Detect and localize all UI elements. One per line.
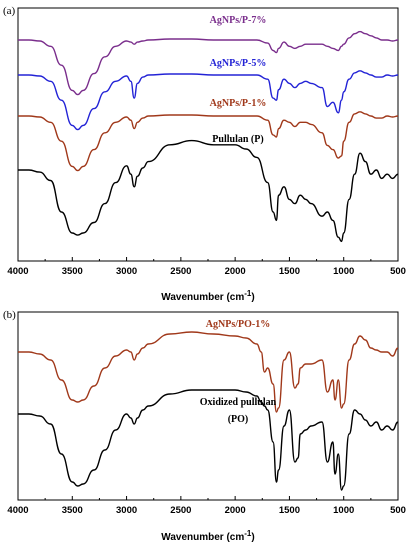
panel-a-label: (a): [3, 5, 16, 17]
panel-a-x-title-suffix: ): [251, 292, 254, 303]
panel-b-x-title-suffix: ): [251, 532, 254, 543]
x-tick-label: 1500: [279, 505, 300, 516]
panel-b-label: (b): [3, 309, 16, 321]
x-tick-label: 1000: [333, 505, 354, 516]
x-tick-label: 4000: [7, 266, 28, 277]
x-tick-label: 2000: [225, 266, 246, 277]
x-tick-label: 500: [390, 505, 406, 516]
panel-b-series-labels: AgNPs/PO-1% Oxidized pullulan (PO): [200, 319, 277, 425]
x-tick-label: 3500: [62, 266, 83, 277]
x-tick-label: 3500: [62, 505, 83, 516]
series-label-2: Oxidized pullulan: [200, 397, 277, 408]
panel-b: (b) 4000 3500 3000 2500 2000 1500 1000 500 AgNP…: [3, 309, 406, 543]
panel-a-x-title-main: Wavenumber (cm: [161, 292, 244, 303]
series-label-1: AgNPs/PO-1%: [206, 319, 270, 330]
spectrum-line-2: [17, 389, 399, 491]
panel-a-x-axis: 4000 3500 3000 2500 2000 1500 1000 500: [7, 257, 406, 277]
spectrum-line-1: [17, 331, 399, 413]
series-label-2-line2: (PO): [228, 414, 249, 425]
x-tick-label: 4000: [7, 505, 28, 516]
panel-a-x-axis-title: Wavenumber (cm-1): [161, 289, 254, 303]
panel-a-x-title-sup: -1: [244, 289, 252, 298]
panel-a-series-labels: AgNPs/P-7% AgNPs/P-5% AgNPs/P-1% Pullulan (…: [210, 15, 267, 145]
spectrum-line-2: [17, 70, 399, 131]
series-label-3: AgNPs/P-1%: [210, 98, 267, 109]
x-tick-label: 2500: [170, 266, 191, 277]
panel-a: (a) 4000 3500 3000 2500 2000 1500 1000 500 AgNP…: [3, 5, 406, 303]
panel-a-traces: [17, 30, 399, 243]
series-label-4: Pullulan (P): [212, 134, 263, 145]
x-tick-label: 1500: [279, 266, 300, 277]
spectrum-line-1: [17, 30, 399, 96]
series-label-2: AgNPs/P-5%: [210, 58, 267, 69]
x-tick-label: 2500: [170, 505, 191, 516]
x-tick-label: 500: [390, 266, 406, 277]
spectrum-line-4: [18, 139, 399, 243]
panel-b-x-axis: 4000 3500 3000 2500 2000 1500 1000 500: [7, 496, 406, 516]
x-tick-label: 3000: [116, 266, 137, 277]
panel-b-x-title-sup: -1: [244, 529, 252, 538]
panel-b-x-axis-title: Wavenumber (cm-1): [161, 529, 254, 543]
series-label-1: AgNPs/P-7%: [210, 15, 267, 26]
x-tick-label: 2000: [225, 505, 246, 516]
x-tick-label: 1000: [333, 266, 354, 277]
spectrum-line-3: [17, 111, 399, 172]
panel-b-traces: [17, 331, 399, 491]
panel-b-x-title-main: Wavenumber (cm: [161, 532, 244, 543]
x-tick-label: 3000: [116, 505, 137, 516]
